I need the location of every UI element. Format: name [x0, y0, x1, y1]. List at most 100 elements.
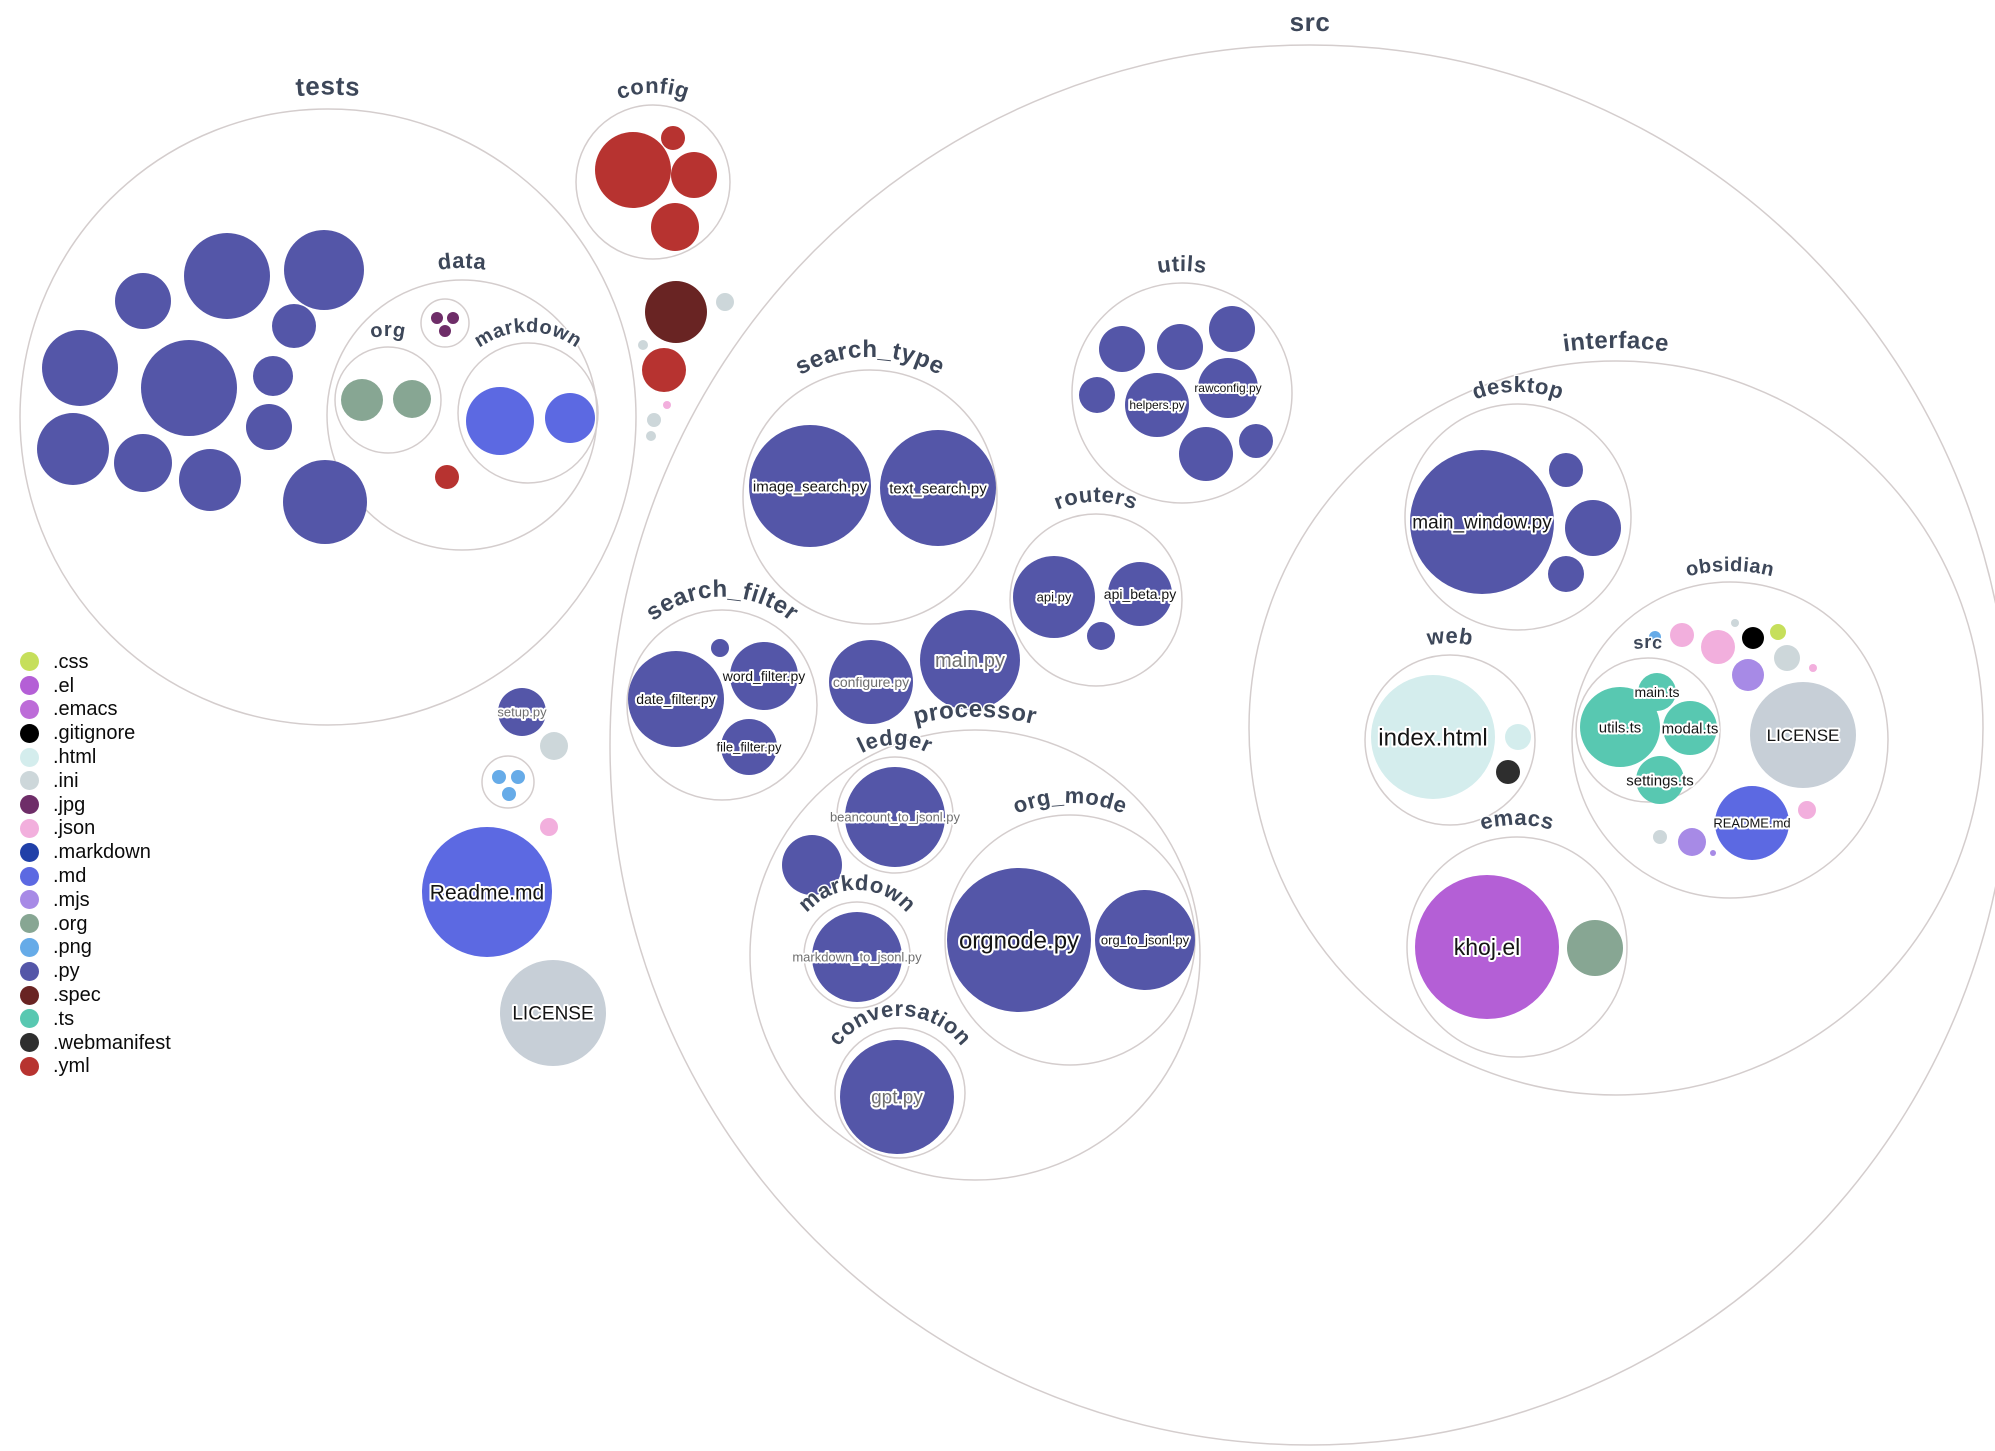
file-circle-obsidian-readme-md[interactable]	[1715, 786, 1789, 860]
file-circle-data-md[interactable]	[545, 393, 595, 443]
file-circle-utils-py[interactable]	[1239, 424, 1273, 458]
file-circle-markdown-to-jsonl-py[interactable]	[812, 912, 902, 1002]
file-circle-test-py[interactable]	[253, 356, 293, 396]
file-circle-mjs-file[interactable]	[1732, 659, 1764, 691]
file-circle-json-file[interactable]	[663, 401, 671, 409]
file-circle-orgnode-py[interactable]	[947, 868, 1091, 1012]
file-circle-mjs-file[interactable]	[1710, 850, 1716, 856]
file-circle-processor-py[interactable]	[782, 835, 842, 895]
file-circle-png-file[interactable]	[492, 770, 506, 784]
file-circle-test-py[interactable]	[272, 304, 316, 348]
file-circle-spec-file[interactable]	[645, 281, 707, 343]
file-circle-data-jpg[interactable]	[439, 325, 451, 337]
file-circle-json-file[interactable]	[1809, 664, 1817, 672]
file-circle-router-py[interactable]	[1087, 622, 1115, 650]
folder-circle-search-type[interactable]	[742, 369, 998, 625]
file-circle-test-py[interactable]	[115, 273, 171, 329]
folder-circle-processor[interactable]	[749, 729, 1201, 1181]
file-circle-ini-file[interactable]	[1774, 645, 1800, 671]
file-circle-data-jpg[interactable]	[431, 312, 443, 324]
folder-circle-conversation[interactable]	[834, 1027, 966, 1159]
file-circle-data-org[interactable]	[341, 379, 383, 421]
file-circle-khoj-el[interactable]	[1415, 875, 1559, 1019]
file-circle-ini-file[interactable]	[647, 413, 661, 427]
file-circle-desktop-py[interactable]	[1549, 453, 1583, 487]
file-circle-modal-ts[interactable]	[1663, 701, 1717, 755]
file-circle-filter-py[interactable]	[711, 639, 729, 657]
folder-circle-tests-data-jpgdir[interactable]	[420, 298, 470, 348]
folder-circle-utils[interactable]	[1071, 282, 1293, 504]
folder-circle-config[interactable]	[575, 104, 731, 260]
file-circle-configure-py[interactable]	[829, 640, 913, 724]
file-circle-ini-file[interactable]	[1653, 830, 1667, 844]
file-circle-data-md[interactable]	[466, 387, 534, 455]
file-circle-data-org[interactable]	[393, 380, 431, 418]
file-circle-json-file[interactable]	[1701, 630, 1735, 664]
file-circle-config-yml[interactable]	[671, 152, 717, 198]
file-circle-desktop-py[interactable]	[1548, 556, 1584, 592]
file-circle-license-file[interactable]	[500, 960, 606, 1066]
file-circle-utils-py[interactable]	[1079, 377, 1115, 413]
folder-circle-routers[interactable]	[1009, 513, 1183, 687]
file-circle-ini-file[interactable]	[716, 293, 734, 311]
file-circle-text-search-py[interactable]	[880, 430, 996, 546]
file-circle-ini-file[interactable]	[638, 340, 648, 350]
file-circle-word-filter-py[interactable]	[730, 642, 798, 710]
folder-circle-tests-data-markdown[interactable]	[457, 342, 599, 484]
file-circle-api-py[interactable]	[1013, 556, 1095, 638]
folder-circle-src[interactable]	[609, 44, 1995, 1446]
folder-circle-tests-data-org[interactable]	[334, 346, 442, 454]
file-circle-png-file[interactable]	[511, 770, 525, 784]
file-circle-test-py[interactable]	[37, 413, 109, 485]
file-circle-config-yml[interactable]	[595, 132, 671, 208]
file-circle-org-to-jsonl-py[interactable]	[1095, 890, 1195, 990]
file-circle-beancount-to-jsonl-py[interactable]	[845, 767, 945, 867]
file-circle-data-yml[interactable]	[435, 465, 459, 489]
folder-circle-pngdir[interactable]	[481, 755, 535, 809]
file-circle-utils-py[interactable]	[1099, 326, 1145, 372]
file-circle-date-filter-py[interactable]	[628, 651, 724, 747]
file-circle-ini-file[interactable]	[646, 431, 656, 441]
folder-circle-ledger[interactable]	[836, 756, 954, 874]
file-circle-image-search-py[interactable]	[749, 425, 871, 547]
file-circle-api-beta-py[interactable]	[1108, 562, 1172, 626]
file-circle-png-file[interactable]	[502, 787, 516, 801]
file-circle-gpt-py[interactable]	[840, 1040, 954, 1154]
file-circle-file-filter-py[interactable]	[721, 719, 777, 775]
file-circle-main-window-py[interactable]	[1410, 450, 1554, 594]
folder-circle-web[interactable]	[1364, 654, 1536, 826]
file-circle-test-py[interactable]	[184, 233, 270, 319]
folder-circle-interface[interactable]	[1248, 360, 1984, 1096]
file-circle-helpers-py[interactable]	[1125, 373, 1189, 437]
folder-circle-tests-data[interactable]	[326, 279, 598, 551]
folder-circle-desktop[interactable]	[1404, 403, 1632, 631]
file-circle-rawconfig-py[interactable]	[1198, 358, 1258, 418]
file-circle-ini-file[interactable]	[540, 732, 568, 760]
file-circle-utils-ts[interactable]	[1580, 687, 1660, 767]
file-circle-index-html[interactable]	[1371, 675, 1495, 799]
file-circle-settings-ts[interactable]	[1636, 756, 1684, 804]
file-circle-yml-file[interactable]	[642, 348, 686, 392]
folder-circle-processor-markdown[interactable]	[803, 901, 911, 1009]
folder-circle-emacs[interactable]	[1406, 836, 1628, 1058]
file-circle-utils-py[interactable]	[1157, 324, 1203, 370]
file-circle-readme-md[interactable]	[422, 827, 552, 957]
file-circle-data-jpg[interactable]	[447, 312, 459, 324]
file-circle-desktop-py[interactable]	[1565, 500, 1621, 556]
file-circle-png-file[interactable]	[1649, 631, 1661, 643]
folder-circle-search-filter[interactable]	[626, 609, 818, 801]
file-circle-utils-py[interactable]	[1209, 306, 1255, 352]
file-circle-test-py[interactable]	[246, 404, 292, 450]
file-circle-utils-py[interactable]	[1179, 427, 1233, 481]
file-circle-css-file[interactable]	[1770, 624, 1786, 640]
file-circle-test-py[interactable]	[141, 340, 237, 436]
file-circle-test-py[interactable]	[283, 460, 367, 544]
file-circle-test-py[interactable]	[42, 330, 118, 406]
file-circle-obsidian-license[interactable]	[1750, 682, 1856, 788]
file-circle-webmanifest-file[interactable]	[1496, 760, 1520, 784]
file-circle-json-file[interactable]	[540, 818, 558, 836]
file-circle-test-py[interactable]	[284, 230, 364, 310]
folder-circle-tests[interactable]	[19, 108, 637, 726]
file-circle-html-file[interactable]	[1505, 724, 1531, 750]
folder-circle-obsidian-src[interactable]	[1575, 657, 1721, 803]
